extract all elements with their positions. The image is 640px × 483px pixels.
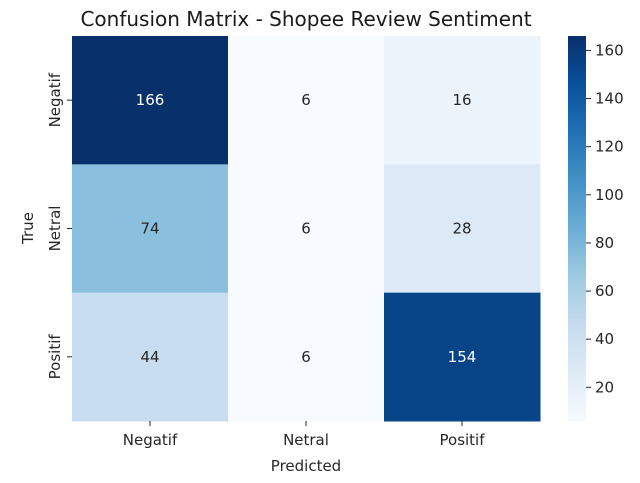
y-tick-label: Positif — [46, 334, 64, 380]
y-axis-label: True — [19, 212, 37, 245]
chart-title: Confusion Matrix - Shopee Review Sentime… — [80, 7, 531, 31]
cell-value-label: 16 — [452, 91, 471, 109]
x-axis-label: Predicted — [271, 457, 341, 475]
heatmap-cells: 166 6 16 74 6 28 44 6 154 — [72, 36, 541, 422]
cell-negatif-negatif — [72, 36, 229, 165]
cell-value-label: 28 — [452, 220, 471, 238]
cell-value-label: 6 — [301, 91, 311, 109]
cell-netral-netral — [228, 164, 385, 294]
cell-value-label: 74 — [140, 220, 159, 238]
cell-netral-positif — [384, 164, 541, 294]
y-tick-label: Negatif — [46, 72, 64, 127]
colorbar — [568, 36, 586, 421]
colorbar-tick-label: 40 — [595, 330, 614, 348]
cell-value-label: 154 — [448, 348, 477, 366]
colorbar-tick-label: 140 — [595, 90, 624, 108]
colorbar-tick-labels: 20 40 60 80 100 120 140 160 — [586, 41, 624, 396]
cell-positif-negatif — [72, 292, 229, 422]
cell-positif-positif — [384, 292, 541, 422]
cell-negatif-netral — [228, 36, 385, 165]
y-tick-label: Netral — [46, 206, 64, 252]
colorbar-tick-label: 60 — [595, 282, 614, 300]
x-tick-labels: Negatif Netral Positif — [123, 421, 485, 449]
cell-negatif-positif — [384, 36, 541, 165]
colorbar-tick-label: 100 — [595, 186, 624, 204]
y-tick-labels: Negatif Netral Positif — [46, 72, 72, 379]
x-tick-label: Negatif — [123, 431, 178, 449]
colorbar-tick-label: 120 — [595, 138, 624, 156]
cell-value-label: 6 — [301, 220, 311, 238]
colorbar-gradient — [568, 36, 586, 421]
cell-positif-netral — [228, 292, 385, 422]
x-tick-label: Positif — [440, 431, 486, 449]
colorbar-tick-label: 160 — [595, 41, 624, 59]
colorbar-tick-label: 20 — [595, 378, 614, 396]
cell-value-label: 166 — [136, 91, 165, 109]
x-tick-label: Netral — [283, 431, 329, 449]
cell-netral-negatif — [72, 164, 229, 294]
cell-value-label: 44 — [140, 348, 159, 366]
cell-value-label: 6 — [301, 348, 311, 366]
colorbar-tick-label: 80 — [595, 234, 614, 252]
